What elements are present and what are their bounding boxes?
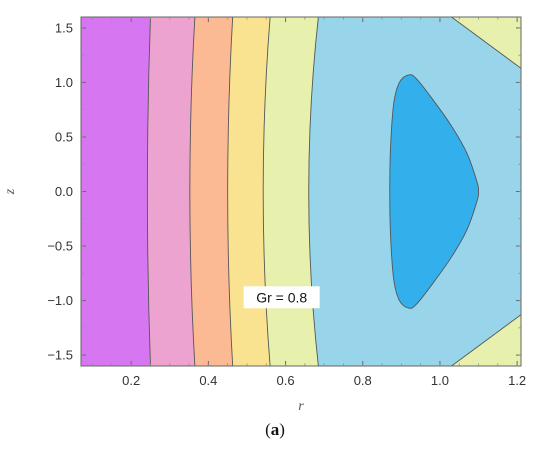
x-tick-label: 0.4 [199, 373, 217, 388]
x-tick-label: 0.8 [354, 373, 372, 388]
y-tick-label: −0.5 [47, 239, 73, 254]
x-tick-label: 1.2 [508, 373, 526, 388]
caption-letter: a [270, 420, 280, 439]
contour-line-5 [308, 17, 319, 366]
contour-chart: 0.2 0.4 0.6 0.8 1.0 1.2 1.5 1.0 0.5 0.0 −0.5 −1.0 −… [3, 16, 526, 414]
y-tick-label: −1.5 [47, 348, 73, 363]
x-tick-label: 1.0 [431, 373, 449, 388]
x-axis: 0.2 0.4 0.6 0.8 1.0 1.2 [92, 17, 526, 388]
contour-fill-layer [81, 17, 521, 366]
contour-line-2 [189, 17, 196, 366]
y-tick-label: 1.5 [55, 20, 73, 35]
inner-contour-region [389, 74, 479, 309]
y-tick-label: 0.0 [55, 184, 73, 199]
figure-caption: (a) [0, 420, 550, 440]
caption-paren-open: ( [265, 420, 271, 439]
annotation-background [243, 286, 320, 309]
x-axis-title: r [298, 399, 304, 414]
y-tick-label: −1.0 [47, 293, 73, 308]
contour-line-4 [262, 17, 271, 366]
contour-line-3 [227, 17, 234, 366]
outer-contour-line-top [451, 17, 521, 69]
caption-paren-close: ) [279, 420, 285, 439]
outer-contour-line-bottom [451, 314, 521, 366]
contour-band-1 [81, 17, 151, 366]
y-tick-label: 0.5 [55, 129, 73, 144]
contour-line-1 [146, 17, 151, 366]
x-tick-label: 0.6 [277, 373, 295, 388]
y-tick-label: 1.0 [55, 75, 73, 90]
y-axis: 1.5 1.0 0.5 0.0 −0.5 −1.0 −1.5 [47, 20, 521, 363]
annotation-label: Gr = 0.8 [256, 289, 307, 305]
x-tick-label: 0.2 [122, 373, 140, 388]
y-axis-title: z [3, 188, 18, 195]
gr-annotation: Gr = 0.8 [243, 286, 320, 309]
